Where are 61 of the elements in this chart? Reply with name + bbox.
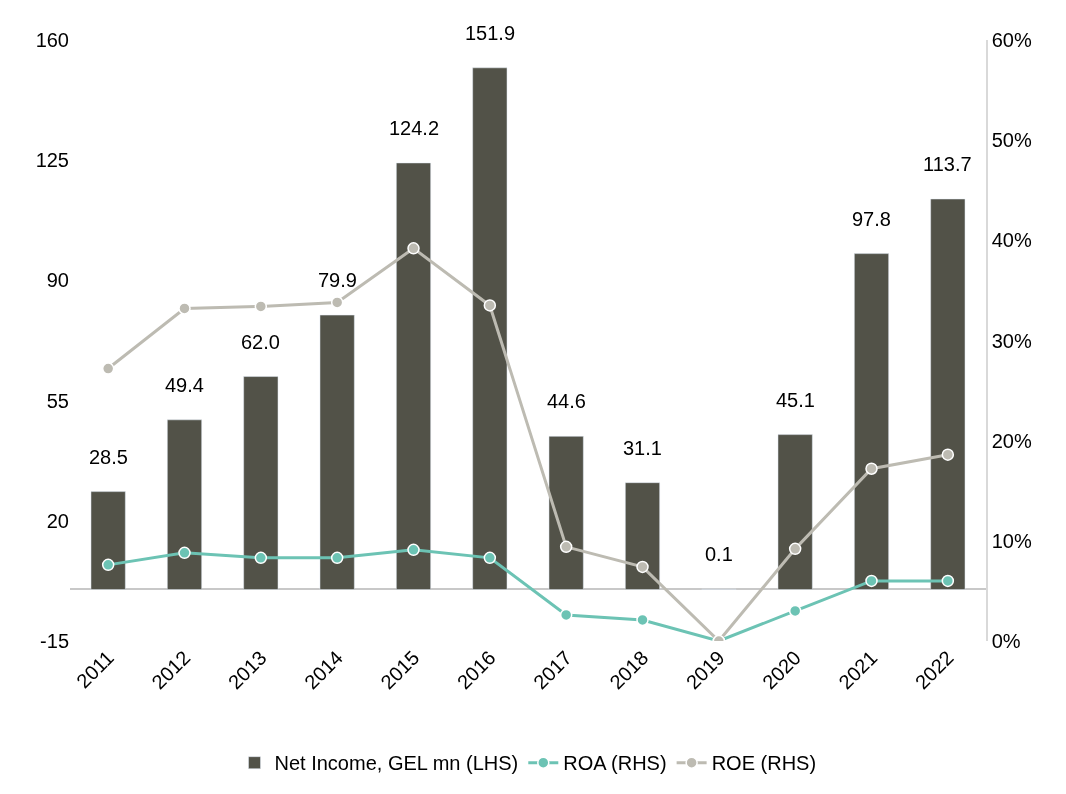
point bbox=[941, 574, 955, 588]
bar bbox=[548, 436, 584, 590]
bar bbox=[319, 314, 355, 590]
data-label: 31.1 bbox=[623, 437, 662, 459]
bar bbox=[777, 434, 813, 590]
data-label: 151.9 bbox=[465, 22, 516, 44]
y-tick-label: 160 bbox=[35, 29, 69, 51]
point bbox=[178, 546, 191, 560]
point bbox=[254, 551, 268, 565]
y2-tick-label: 30% bbox=[991, 329, 1032, 352]
data-label: 28.5 bbox=[89, 446, 128, 468]
bar bbox=[930, 198, 966, 590]
y2-tick-label: 50% bbox=[991, 129, 1032, 152]
point bbox=[941, 448, 955, 461]
bar bbox=[396, 162, 431, 590]
point bbox=[636, 560, 649, 574]
legend-label: ROA (RHS) bbox=[563, 752, 667, 775]
bar bbox=[90, 491, 126, 590]
y2-tick-label: 20% bbox=[991, 429, 1032, 452]
legend-label: Net Income, GEL mn (LHS) bbox=[274, 752, 519, 775]
bar bbox=[854, 253, 889, 590]
point bbox=[101, 362, 115, 375]
y-tick-label: 125 bbox=[35, 149, 69, 172]
data-label: 44.6 bbox=[547, 390, 586, 412]
point bbox=[254, 300, 268, 313]
point bbox=[636, 613, 649, 627]
y-tick-label: -15 bbox=[40, 630, 69, 652]
data-label: 113.7 bbox=[923, 153, 972, 175]
point bbox=[559, 608, 573, 622]
point bbox=[788, 604, 802, 618]
data-label: 0.1 bbox=[705, 543, 733, 565]
legend-label: ROE (RHS) bbox=[711, 752, 817, 775]
y2-tick-label: 10% bbox=[991, 529, 1032, 552]
y-tick-label: 20 bbox=[46, 509, 69, 532]
point bbox=[407, 242, 420, 255]
point bbox=[559, 540, 573, 554]
point bbox=[178, 302, 191, 315]
point bbox=[483, 551, 497, 565]
point bbox=[330, 551, 344, 565]
data-label: 62.0 bbox=[241, 331, 280, 353]
bar bbox=[625, 482, 660, 590]
point bbox=[483, 299, 497, 312]
bar bbox=[472, 67, 508, 590]
bar bbox=[243, 376, 279, 590]
y2-tick-label: 40% bbox=[991, 229, 1032, 252]
point bbox=[865, 462, 878, 475]
data-label: 45.1 bbox=[776, 389, 815, 411]
point bbox=[407, 543, 420, 557]
point bbox=[865, 574, 878, 588]
point bbox=[330, 296, 344, 309]
y2-tick-label: 60% bbox=[991, 29, 1032, 51]
data-label: 79.9 bbox=[318, 269, 357, 291]
y-tick-label: 55 bbox=[46, 389, 69, 412]
data-label: 49.4 bbox=[165, 374, 204, 396]
point bbox=[101, 558, 115, 572]
y-tick-label: 90 bbox=[46, 269, 69, 292]
bar bbox=[167, 419, 202, 590]
data-label: 124.2 bbox=[389, 117, 440, 139]
point bbox=[788, 542, 802, 556]
data-label: 97.8 bbox=[852, 208, 891, 230]
y2-tick-label: 0% bbox=[991, 630, 1021, 652]
